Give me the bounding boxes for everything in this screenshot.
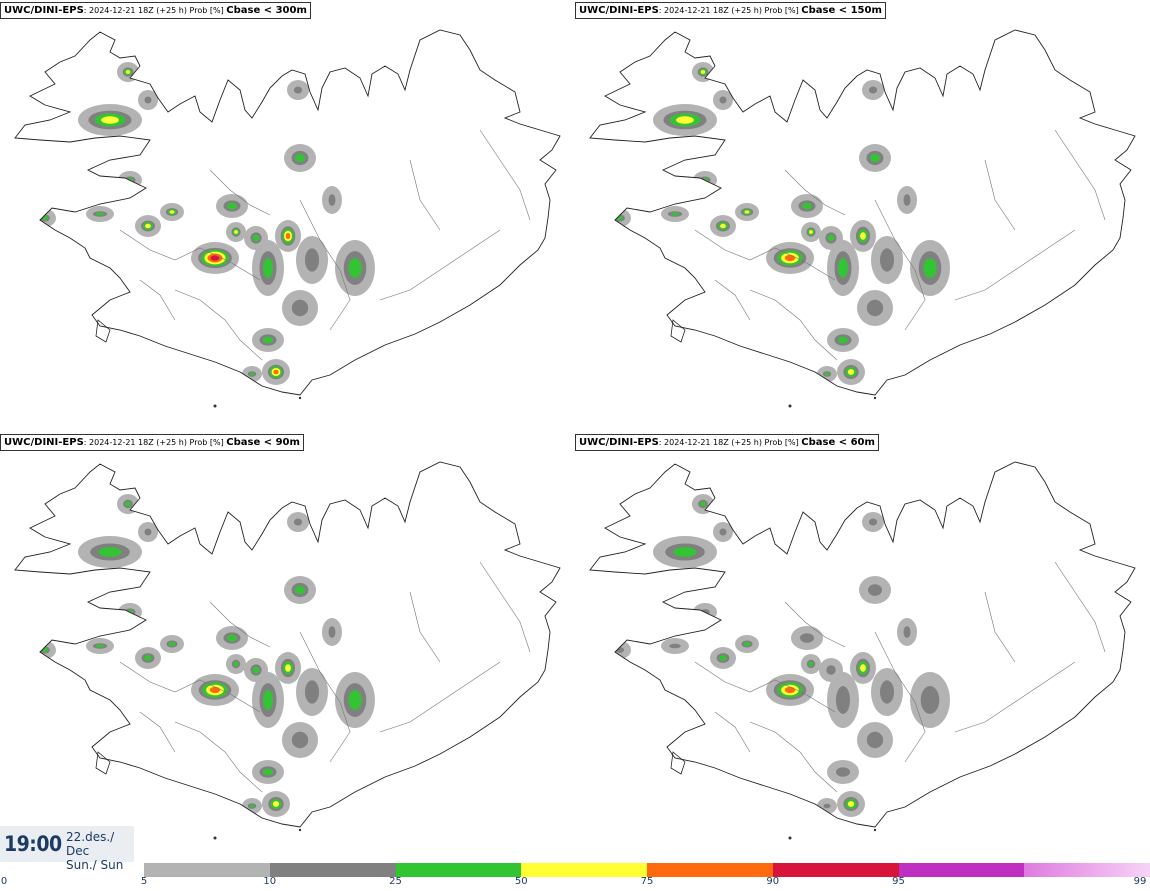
colorbar-segment (772, 863, 899, 877)
iceland-map (14, 461, 561, 840)
colorbar-tick-label: 5 (140, 876, 148, 887)
run-info: 2024-12-21 18Z (+25 h) Prob [%] (89, 438, 224, 447)
coastline (589, 29, 1136, 396)
run-info: 2024-12-21 18Z (+25 h) Prob [%] (89, 6, 224, 15)
iceland-map (589, 461, 1136, 840)
colorbar-tick-label: 0 (0, 876, 8, 887)
coastline (589, 461, 1136, 828)
panel-title: UWC/DINI-EPS: 2024-12-21 18Z (+25 h) Pro… (575, 434, 879, 451)
model-name: UWC/DINI-EPS (4, 5, 84, 16)
map-panel: UWC/DINI-EPS: 2024-12-21 18Z (+25 h) Pro… (0, 0, 575, 432)
model-name: UWC/DINI-EPS (579, 5, 659, 16)
colorbar-segment (395, 863, 522, 877)
panel-title: UWC/DINI-EPS: 2024-12-21 18Z (+25 h) Pro… (575, 2, 886, 19)
colorbar-segment (1024, 863, 1150, 877)
model-name: UWC/DINI-EPS (579, 437, 659, 448)
model-name: UWC/DINI-EPS (4, 437, 84, 448)
probability-colorbar (144, 863, 1150, 877)
coastline (14, 29, 561, 396)
run-info: 2024-12-21 18Z (+25 h) Prob [%] (664, 6, 799, 15)
coastline (14, 461, 561, 828)
threshold-label: Cbase < 150m (801, 5, 882, 16)
valid-time-box: 19:00 22.des./ Dec Sun./ Sun (0, 826, 134, 872)
colorbar-tick-label: 50 (514, 876, 528, 887)
colorbar-segment (898, 863, 1025, 877)
map-panel: UWC/DINI-EPS: 2024-12-21 18Z (+25 h) Pro… (575, 432, 1150, 864)
valid-date: 22.des./ Dec Sun./ Sun (66, 830, 134, 872)
colorbar-tick-label: 25 (389, 876, 402, 887)
valid-time: 19:00 (4, 832, 62, 856)
colorbar-segment (521, 863, 648, 877)
run-info: 2024-12-21 18Z (+25 h) Prob [%] (664, 438, 799, 447)
colorbar-tick-label: 95 (892, 876, 905, 887)
colorbar-tick-label: 90 (766, 876, 780, 887)
colorbar-tick-label: 75 (640, 876, 654, 887)
valid-date-line2: Sun./ Sun (66, 858, 124, 872)
panel-title: UWC/DINI-EPS: 2024-12-21 18Z (+25 h) Pro… (0, 2, 311, 19)
threshold-label: Cbase < 300m (226, 5, 307, 16)
map-panel: UWC/DINI-EPS: 2024-12-21 18Z (+25 h) Pro… (0, 432, 575, 864)
threshold-label: Cbase < 90m (226, 437, 300, 448)
colorbar-segment (647, 863, 774, 877)
panel-title: UWC/DINI-EPS: 2024-12-21 18Z (+25 h) Pro… (0, 434, 304, 451)
iceland-map (14, 29, 561, 408)
colorbar-segment (269, 863, 396, 877)
colorbar-tick-label: 99 (1133, 876, 1147, 887)
map-panel: UWC/DINI-EPS: 2024-12-21 18Z (+25 h) Pro… (575, 0, 1150, 432)
valid-date-line1: 22.des./ Dec (66, 830, 115, 858)
iceland-map (589, 29, 1136, 408)
colorbar-segment (144, 863, 271, 877)
threshold-label: Cbase < 60m (801, 437, 875, 448)
colorbar-tick-label: 10 (263, 876, 277, 887)
